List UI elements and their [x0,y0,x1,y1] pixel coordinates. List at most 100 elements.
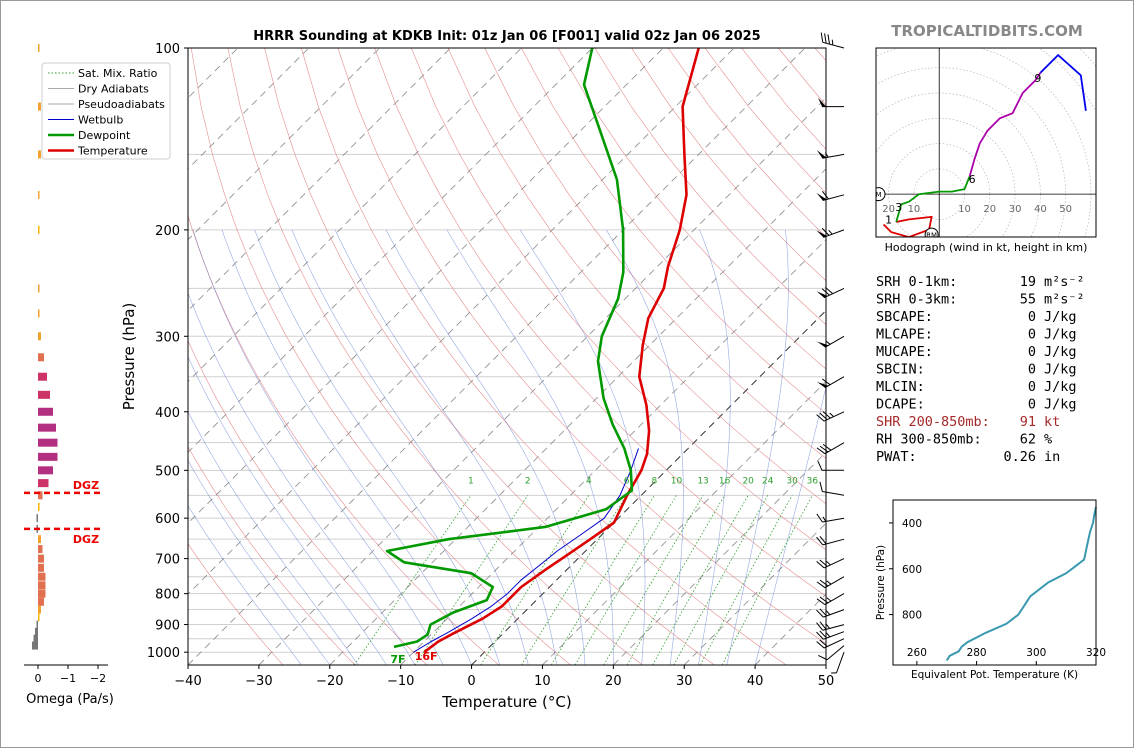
y-tick-label: 1000 [147,646,180,661]
index-value: 0 [1028,362,1036,378]
y-tick-label: 100 [155,42,180,57]
y-tick-label: 200 [155,224,180,239]
surface-temp-label: 16F [415,650,438,663]
index-value: 0.26 [1003,449,1036,465]
omega-bar [38,226,40,234]
surface-dewpoint-label: 7F [390,653,405,666]
mixing-ratio-label: 36 [807,476,819,486]
index-value: 0 [1028,327,1036,343]
omega-bar [38,606,41,614]
omega-bar [38,408,53,416]
index-label: MLCAPE: [876,327,933,343]
x-tick-label: −10 [387,674,414,689]
omega-bar [35,628,38,636]
hodo-ring-label: 30 [1009,204,1022,215]
index-unit: m²s⁻² [1044,274,1085,290]
omega-bar [37,514,39,522]
hodo-ring-label: 20 [983,204,996,215]
legend-label: Wetbulb [78,114,123,127]
theta-x-tick-label: 280 [967,647,987,659]
index-unit: J/kg [1044,379,1077,395]
x-tick-label: 30 [676,674,693,689]
hodo-height-label: 6 [969,173,976,186]
index-value: 19 [1020,274,1036,290]
omega-bar [38,353,44,361]
theta-y-tick-label: 400 [902,518,922,530]
index-label: RH 300-850mb: [876,432,982,448]
index-unit: m²s⁻² [1044,292,1085,308]
mixing-ratio-label: 1 [468,476,474,486]
omega-bar [38,503,40,511]
index-unit: % [1044,432,1052,448]
omega-bar [38,545,43,553]
index-label: SBCIN: [876,362,925,378]
legend-label: Pseudoadiabats [78,98,165,111]
index-label: SRH 0-1km: [876,274,957,290]
omega-bar [37,621,39,629]
index-value: 55 [1020,292,1036,308]
index-label: SHR 200-850mb: [876,414,990,430]
omega-bar [38,103,41,111]
index-label: SRH 0-3km: [876,292,957,308]
index-value: 62 [1020,432,1036,448]
index-value: 0 [1028,309,1036,325]
index-label: MLCIN: [876,379,925,395]
x-tick-label: −40 [174,674,201,689]
y-tick-label: 800 [155,588,180,603]
hodo-ring-label: 10 [958,204,971,215]
theta-y-label: Pressure (hPa) [875,545,887,620]
x-tick-label: 0 [467,674,475,689]
hodo-height-label: 1 [885,213,892,226]
omega-bar [38,44,40,52]
omega-bar [38,590,46,598]
omega-bar [38,581,46,589]
y-tick-label: 600 [155,512,180,527]
omega-bar [38,150,41,158]
mixing-ratio-label: 6 [624,476,630,486]
index-unit: J/kg [1044,344,1077,360]
omega-bar [38,479,49,487]
mixing-ratio-label: 16 [719,476,731,486]
index-unit: in [1044,449,1060,465]
y-tick-label: 900 [155,619,180,634]
theta-y-tick-label: 600 [902,564,922,576]
index-unit: J/kg [1044,309,1077,325]
hodo-ring-label-left: 10 [908,204,921,215]
omega-bar [38,424,56,432]
y-tick-label: 400 [155,406,180,421]
x-tick-label: 10 [534,674,551,689]
skewt-title: HRRR Sounding at KDKB Init: 01z Jan 06 [… [253,29,760,44]
y-tick-label: 300 [155,330,180,345]
mixing-ratio-label: 13 [697,476,708,486]
omega-bar [38,373,47,381]
omega-bar [38,613,40,621]
legend-label: Temperature [77,145,148,158]
index-label: SBCAPE: [876,309,933,325]
omega-bar [34,635,39,643]
omega-tick-label: −2 [90,672,106,685]
x-axis-label: Temperature (°C) [441,693,571,711]
hodo-height-label: 3 [895,201,902,214]
mixing-ratio-label: 20 [742,476,754,486]
x-tick-label: 40 [747,674,764,689]
omega-bar [38,564,44,572]
hodo-height-label: 9 [1034,72,1041,85]
dgz-label: DGZ [73,479,99,492]
legend-label: Dewpoint [78,129,131,142]
mixing-ratio-label: 4 [586,476,592,486]
index-label: MUCAPE: [876,344,933,360]
omega-bar [38,535,41,543]
legend-label: Dry Adiabats [78,83,149,96]
theta-x-tick-label: 300 [1026,647,1046,659]
mixing-ratio-label: 10 [671,476,683,486]
omega-bar [38,191,40,199]
omega-bar [38,598,44,606]
index-value: 0 [1028,397,1036,413]
dgz-label: DGZ [73,533,99,546]
omega-bar [38,391,50,399]
index-value: 0 [1028,379,1036,395]
omega-bar [32,642,38,650]
index-unit: J/kg [1044,397,1077,413]
